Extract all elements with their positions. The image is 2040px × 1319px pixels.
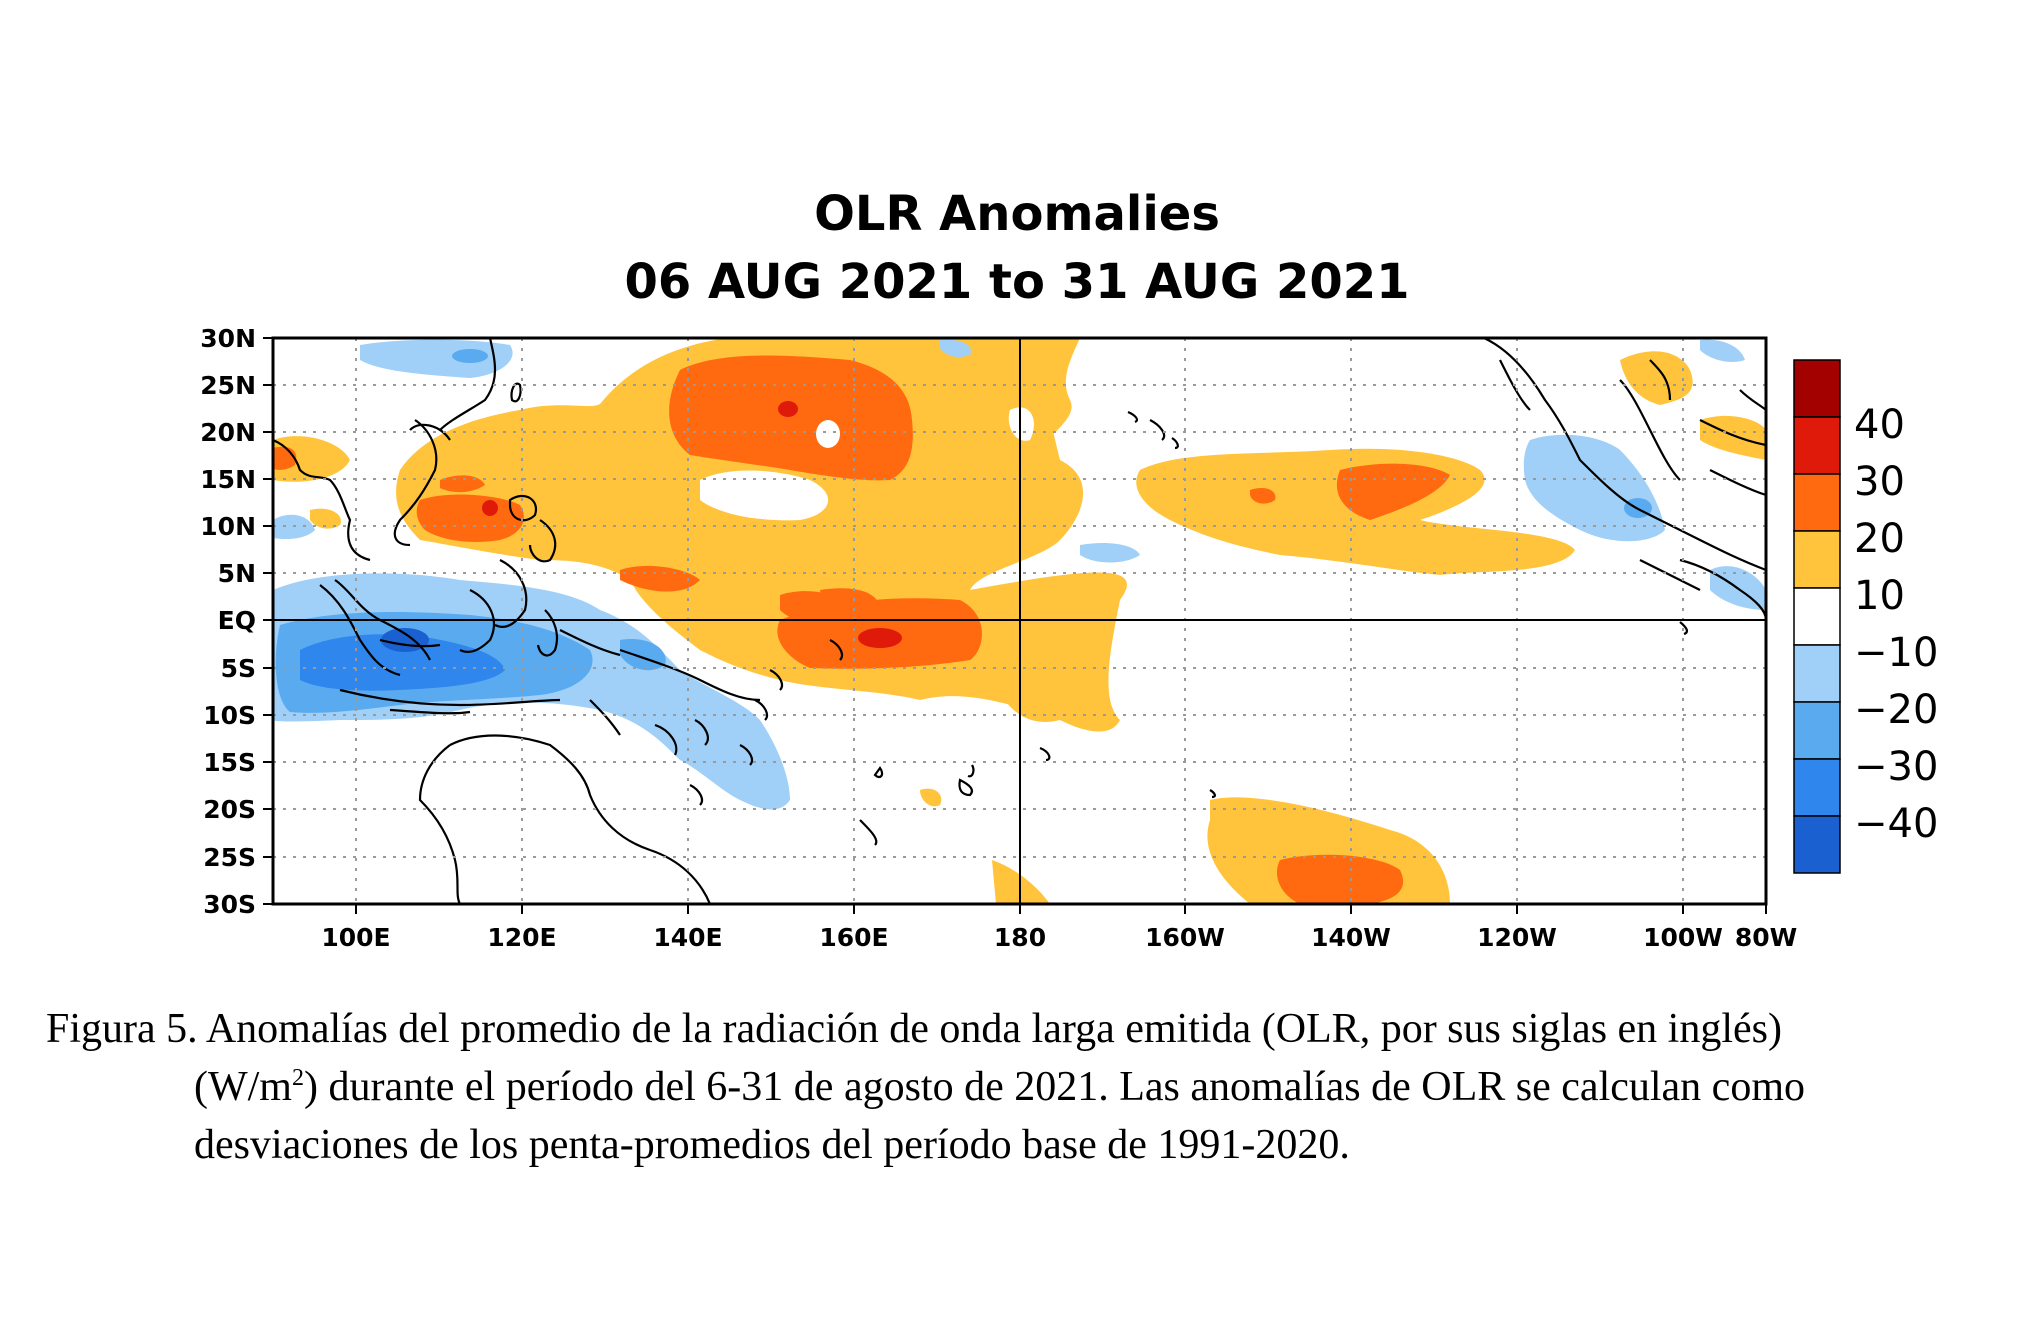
lat-tick-label: 10N [200,512,256,541]
lat-tick-label: 5S [221,654,256,683]
legend-label: −30 [1854,744,1938,790]
lat-axis: 30N 25N 20N 15N 10N 5N EQ 5S 10S 15S 20S… [200,324,273,919]
legend-label: −40 [1854,801,1938,847]
lat-tick-label: 30S [203,890,256,919]
positive-anomaly-20-30 [273,355,1450,904]
lat-tick-label: 20N [200,418,256,447]
map-title-line1: OLR Anomalies [814,186,1220,242]
colorbar-bin [1793,815,1841,874]
lat-tick-label: 25S [203,843,256,872]
lon-tick-label: 100E [321,923,390,952]
legend-label: 10 [1854,573,1905,619]
lat-tick-label: 20S [203,795,256,824]
lat-tick-label: EQ [218,606,256,635]
lat-tick-label: 25N [200,371,256,400]
legend-label: 40 [1854,402,1905,448]
caption-superscript: 2 [291,1065,304,1091]
legend-label: 30 [1854,459,1905,505]
negative-anomaly-30-40 [300,634,505,691]
colorbar-bin [1793,701,1841,760]
lat-tick-label: 30N [200,324,256,353]
colorbar-bins [1793,359,1841,874]
lon-tick-label: 180 [994,923,1046,952]
colorbar-bin [1793,359,1841,418]
lat-tick-label: 10S [203,701,256,730]
caption-line-2: (W/m2) durante el período del 6-31 de ag… [46,1058,2006,1116]
legend-label: 20 [1854,516,1905,562]
colorbar-bin [1793,416,1841,475]
lat-tick-label: 5N [218,559,256,588]
lon-tick-label: 140E [653,923,722,952]
lon-tick-label: 100W [1643,923,1723,952]
caption-line-3: desviaciones de los penta-promedios del … [194,1122,1350,1168]
lon-tick-label: 160W [1145,923,1225,952]
legend-label: −20 [1854,687,1938,733]
lon-tick-label: 140W [1311,923,1391,952]
near-zero-holes [700,407,1034,521]
colorbar-legend: 40 30 20 10 −10 −20 −30 −40 [1793,359,1938,874]
lon-tick-label: 120E [487,923,556,952]
caption-line-2b: ) durante el período del 6-31 de agosto … [303,1064,1805,1110]
map-title-line2: 06 AUG 2021 to 31 AUG 2021 [624,254,1409,310]
lon-tick-label: 160E [819,923,888,952]
caption-line-2a: (W/m [194,1064,292,1110]
legend-label: −10 [1854,630,1938,676]
lat-tick-label: 15N [200,465,256,494]
colorbar-bin [1793,587,1841,646]
anomaly-field [273,338,1766,904]
lat-tick-label: 15S [203,748,256,777]
colorbar-bin [1793,530,1841,589]
lon-tick-label: 120W [1477,923,1557,952]
lon-tick-label: 80W [1735,923,1797,952]
figure-caption: Figura 5. Anomalías del promedio de la r… [46,1000,2006,1174]
caption-line-1: Figura 5. Anomalías del promedio de la r… [46,1006,1782,1052]
positive-anomaly-30-40 [482,401,902,648]
lon-axis: 100E 120E 140E 160E 180 160W 140W 120W 1… [321,904,1797,952]
colorbar-bin [1793,473,1841,532]
colorbar-bin [1793,758,1841,817]
colorbar-bin [1793,644,1841,703]
